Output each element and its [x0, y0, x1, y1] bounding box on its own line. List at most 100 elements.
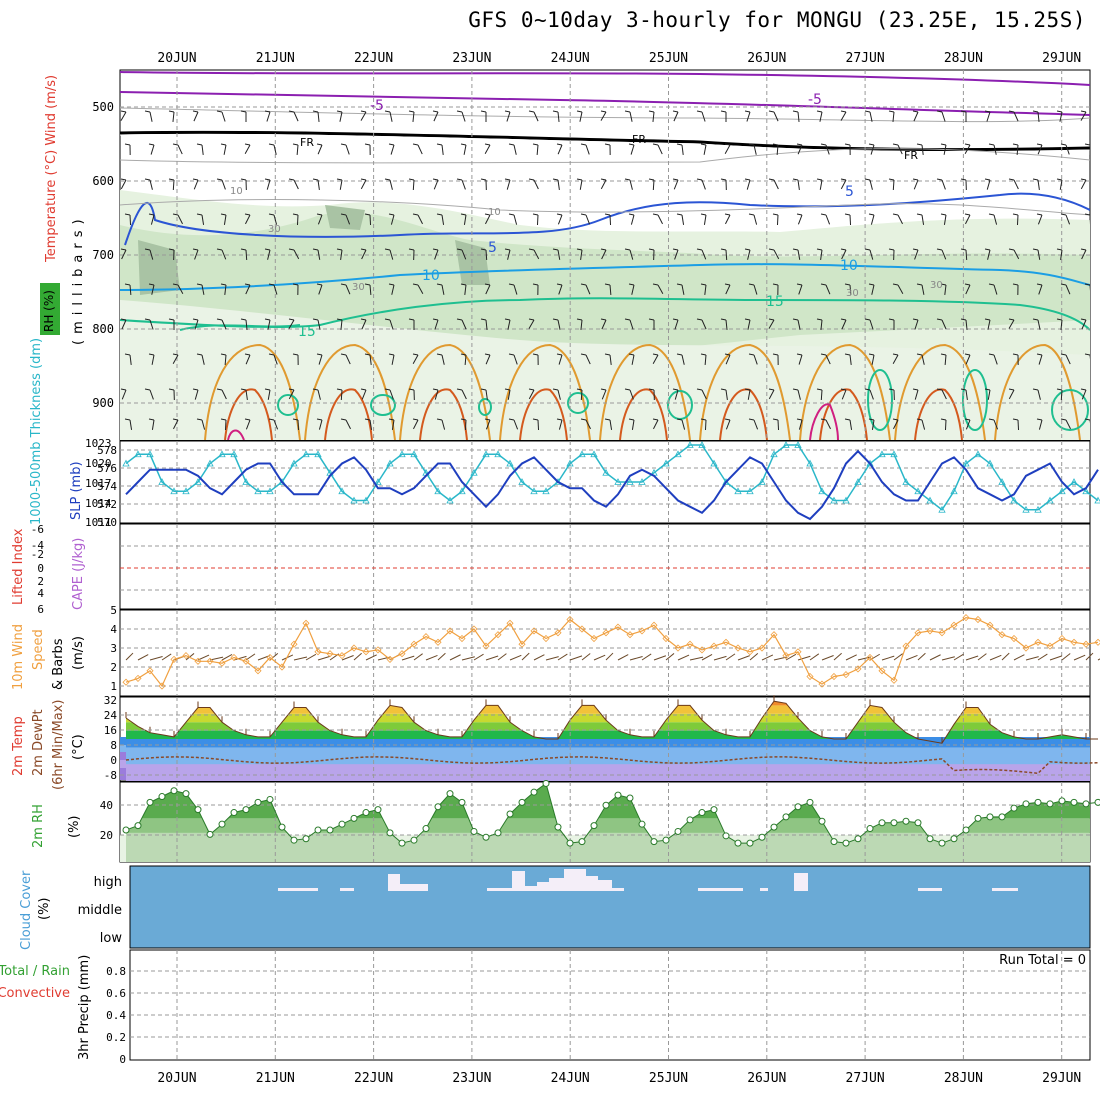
- wind-barb: [528, 389, 535, 400]
- thickness-point: [1058, 487, 1066, 495]
- rh-point: [938, 839, 946, 847]
- wind-barb: [747, 249, 751, 260]
- wind10-barb: [413, 653, 423, 661]
- wind-barb-feather: [168, 318, 175, 321]
- wind-speed-point: [578, 625, 586, 633]
- wind-barb-feather: [316, 143, 323, 146]
- rh-point: [1094, 798, 1100, 806]
- wind-barb-feather: [888, 248, 895, 251]
- wind-barb-feather: [960, 110, 967, 113]
- rh-point: [842, 839, 850, 847]
- wind10-barb: [461, 656, 475, 661]
- slp-line: [125, 449, 1099, 521]
- wind-barb-feather: [628, 143, 635, 146]
- wind-barb-feather: [984, 318, 991, 321]
- thickness-point: [530, 487, 538, 495]
- date-label-top: 20JUN: [157, 51, 196, 66]
- wind-barb-feather: [840, 178, 847, 181]
- run-total: Run Total = 0: [999, 953, 1086, 968]
- wind-barb: [987, 319, 991, 330]
- wind10-barb: [689, 656, 704, 661]
- thickness-point: [494, 450, 502, 458]
- wind-barb-feather: [412, 283, 419, 286]
- wind-barb-feather: [720, 388, 727, 391]
- thickness-point: [170, 487, 178, 495]
- wind-barb-feather: [1084, 418, 1090, 421]
- wind-barb: [580, 319, 583, 330]
- thickness-point: [914, 487, 922, 495]
- wind-barb: [965, 354, 971, 365]
- wind-barb-feather: [388, 213, 395, 216]
- wind10-barb: [533, 654, 545, 661]
- rh-point: [794, 803, 802, 811]
- thickness-point: [938, 505, 946, 513]
- isotherms: [120, 71, 1090, 440]
- wind-barb-feather: [652, 418, 659, 421]
- wind-barb-feather: [484, 213, 491, 216]
- wind-barb: [273, 284, 278, 295]
- wind-barb-feather: [244, 353, 251, 356]
- wind-barb-feather: [364, 283, 371, 286]
- wind-barb: [557, 144, 563, 155]
- wind-barb-feather: [1012, 283, 1019, 286]
- wind-barb-feather: [556, 353, 563, 356]
- wind-speed-point: [266, 653, 274, 662]
- wind-barb: [869, 319, 874, 330]
- temp-tick: 8: [110, 739, 117, 752]
- contour-label: -5: [808, 92, 822, 108]
- wind10-barb: [1061, 653, 1071, 661]
- wind-barb: [871, 284, 875, 295]
- wind-barb: [245, 284, 251, 295]
- wind-barb-feather: [508, 353, 515, 356]
- wind-barb: [609, 419, 613, 430]
- wind-barb: [629, 179, 633, 190]
- wind-speed-point: [326, 650, 334, 658]
- rh-point: [614, 791, 622, 799]
- wind-barb-feather: [192, 248, 199, 251]
- wind-barb: [463, 144, 467, 155]
- wind-barb-feather: [936, 178, 943, 181]
- wind10-barb: [497, 653, 507, 661]
- wind-barb: [317, 319, 321, 330]
- wind-barb: [1016, 144, 1019, 156]
- wind-barb-feather: [648, 388, 655, 391]
- wind-speed-point: [866, 653, 874, 662]
- wind-barb: [601, 319, 607, 330]
- wind-barb: [892, 111, 895, 122]
- ytick-label: 500: [92, 100, 114, 114]
- wind-barb: [681, 284, 685, 295]
- wind-barb-feather: [1056, 248, 1063, 251]
- rh-point: [806, 798, 814, 806]
- wind-barb-feather: [604, 213, 611, 216]
- rh-point: [914, 819, 922, 827]
- wind-barb: [773, 179, 779, 190]
- wind-speed-point: [950, 621, 958, 629]
- wind10-barb: [953, 653, 964, 661]
- wind10-barb: [1025, 656, 1039, 661]
- wind-barb-feather: [556, 283, 563, 286]
- wind-barb-feather: [720, 178, 727, 181]
- wind-barb: [753, 284, 758, 295]
- wind-barb-feather: [240, 110, 247, 113]
- wind-barb: [652, 111, 655, 122]
- wind-barb-feather: [796, 283, 803, 286]
- wind10-barb: [605, 652, 614, 661]
- date-label-bottom: 26JUN: [747, 1071, 786, 1086]
- wind-barb-feather: [1012, 213, 1019, 216]
- wind-barb-feather: [484, 283, 491, 286]
- wind-barb-feather: [580, 283, 587, 286]
- rh-point: [998, 813, 1006, 821]
- rh-point: [986, 813, 994, 821]
- wind-barb-feather: [504, 388, 511, 391]
- wind-barb: [993, 354, 998, 365]
- wind10-barb: [341, 655, 354, 661]
- wind-barb-feather: [432, 178, 439, 181]
- wind-barb: [172, 354, 179, 364]
- wind-barb: [464, 354, 467, 366]
- wind-barb: [129, 354, 132, 365]
- wind-barb-feather: [576, 318, 583, 321]
- wind-barb: [149, 111, 153, 122]
- wind-barb-feather: [504, 110, 511, 113]
- thickness-point: [1034, 505, 1042, 513]
- wind-barb-feather: [744, 248, 751, 251]
